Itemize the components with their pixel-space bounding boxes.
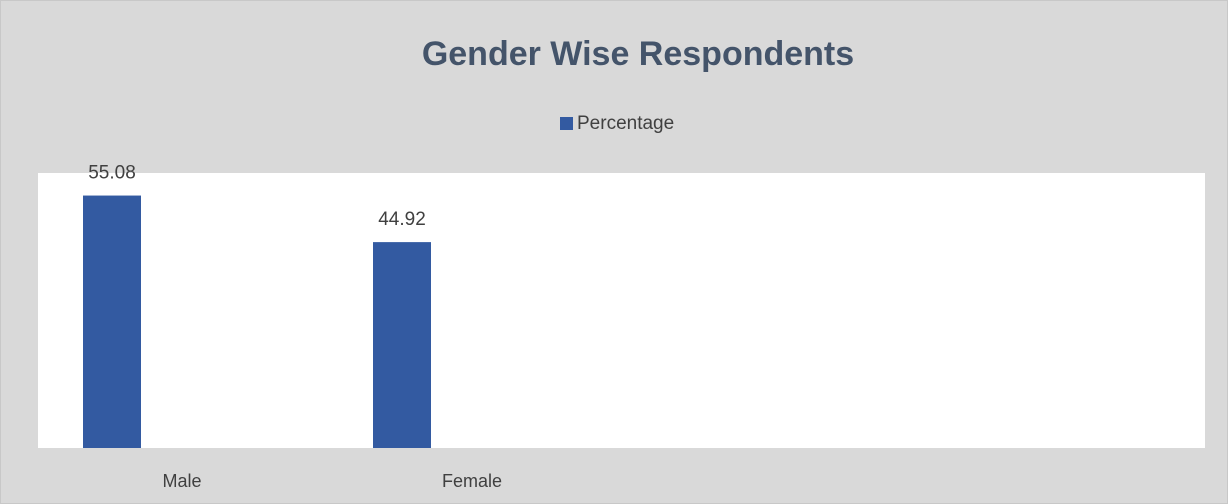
x-tick-label: Male bbox=[162, 471, 201, 491]
bar bbox=[83, 195, 141, 448]
plot-area bbox=[38, 173, 1205, 448]
data-label: 44.92 bbox=[378, 209, 426, 230]
data-label: 55.08 bbox=[88, 163, 136, 184]
legend-swatch bbox=[560, 117, 573, 130]
bar bbox=[373, 242, 431, 448]
chart-title: Gender Wise Respondents bbox=[422, 35, 854, 73]
x-tick-label: Female bbox=[442, 471, 502, 491]
legend-label: Percentage bbox=[577, 113, 674, 134]
